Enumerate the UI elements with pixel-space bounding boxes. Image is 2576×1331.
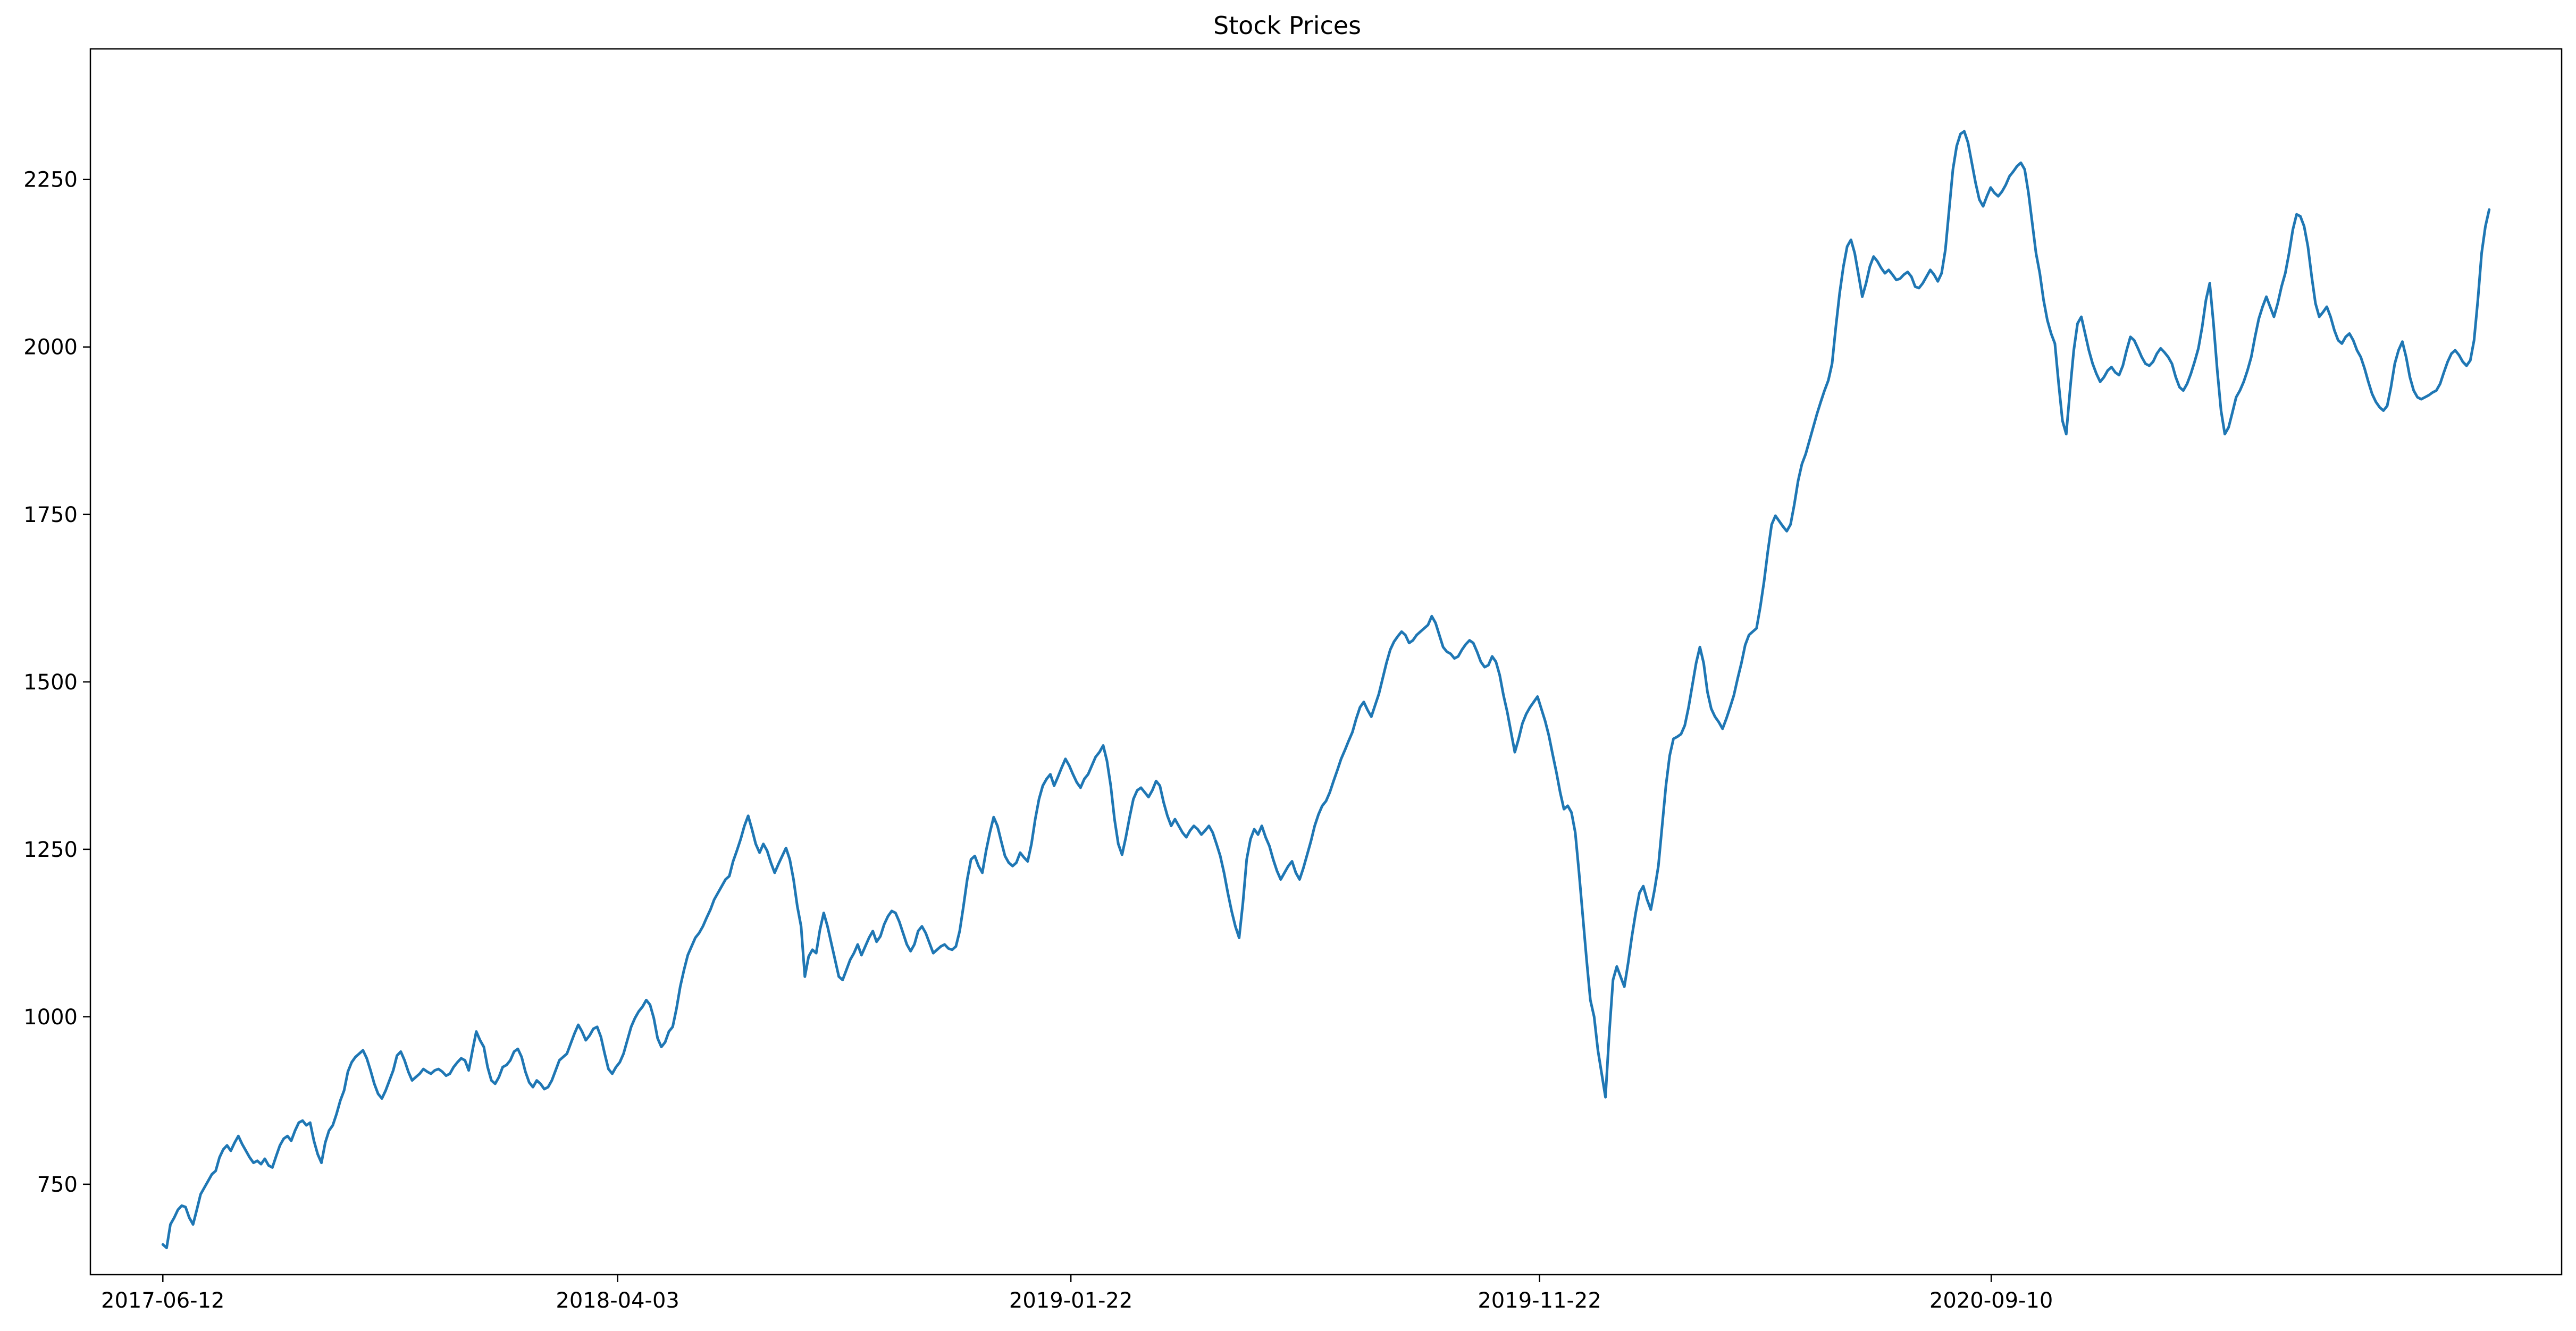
x-tick-label: 2017-06-12 <box>101 1288 224 1313</box>
series-line-0 <box>161 130 2491 1250</box>
y-tick-label: 2000 <box>23 335 78 360</box>
axes-frame <box>89 48 2563 1276</box>
x-tick-label: 2019-01-22 <box>1009 1288 1132 1313</box>
x-tick-label: 2018-04-03 <box>556 1288 679 1313</box>
y-tick-label: 1000 <box>23 1005 78 1030</box>
x-tick-label: 2020-09-10 <box>1929 1288 2053 1313</box>
y-tick-label: 1500 <box>23 670 78 695</box>
x-tick-label: 2019-11-22 <box>1478 1288 1601 1313</box>
y-axis: 750 1000 1250 1500 1750 2000 2250 <box>23 168 90 1197</box>
y-tick-label: 750 <box>37 1173 78 1197</box>
y-tick-label: 2250 <box>23 168 78 192</box>
plot-area <box>161 130 2491 1250</box>
y-tick-label: 1750 <box>23 503 78 527</box>
chart-title: Stock Prices <box>1213 11 1361 40</box>
y-tick-label: 1250 <box>23 838 78 862</box>
x-axis: 2017-06-12 2018-04-03 2019-01-22 2019-11-22… <box>101 1275 2053 1313</box>
